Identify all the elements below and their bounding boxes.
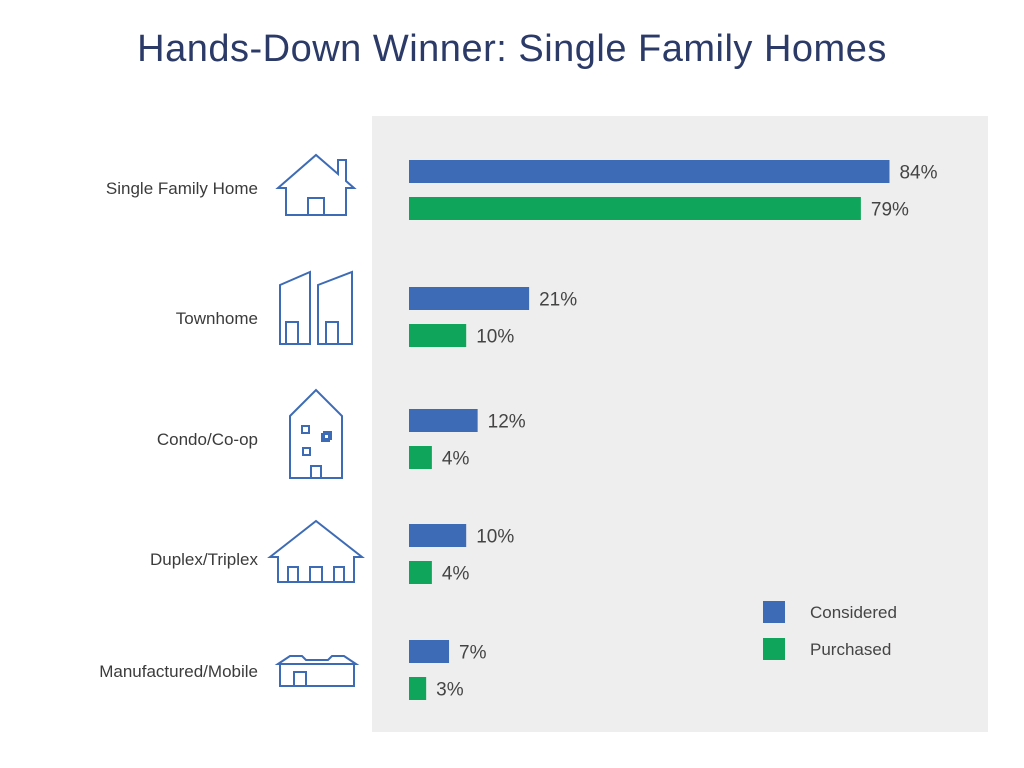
legend-label-considered: Considered <box>810 603 897 622</box>
value-label: 84% <box>899 163 937 184</box>
townhome-icon-outline <box>279 270 353 345</box>
condo-building-icon <box>289 388 343 479</box>
bar-purchased-2 <box>409 446 432 469</box>
bar-considered-4 <box>409 640 450 663</box>
legend-swatch-considered <box>763 601 785 623</box>
category-label: Duplex/Triplex <box>150 550 259 569</box>
bar-purchased-0 <box>409 197 861 220</box>
value-label: 79% <box>871 200 909 221</box>
value-label: 4% <box>442 449 470 470</box>
category-label: Manufactured/Mobile <box>99 662 258 681</box>
bar-purchased-1 <box>409 324 467 347</box>
single-family-house-icon <box>275 153 357 216</box>
bar-purchased-4 <box>409 677 427 700</box>
category-label: Single Family Home <box>106 179 258 198</box>
bar-considered-2 <box>409 409 478 432</box>
mobile-home-icon <box>274 655 360 687</box>
chart-title: Hands-Down Winner: Single Family Homes <box>137 28 887 70</box>
legend-swatch-purchased <box>763 638 785 660</box>
condo-building-icon-outline <box>289 388 343 479</box>
value-label: 4% <box>442 564 470 585</box>
legend-label-purchased: Purchased <box>810 640 891 659</box>
category-label: Townhome <box>176 309 258 328</box>
bar-considered-0 <box>409 160 890 183</box>
bar-purchased-3 <box>409 561 432 584</box>
mobile-home-icon-outline <box>274 655 360 687</box>
value-label: 10% <box>476 527 514 548</box>
single-family-house-icon-outline <box>275 153 357 216</box>
duplex-house-icon-outline <box>267 519 365 583</box>
category-label: Condo/Co-op <box>157 430 258 449</box>
value-label: 12% <box>488 412 526 433</box>
value-label: 21% <box>539 290 577 311</box>
value-label: 10% <box>476 327 514 348</box>
bar-considered-3 <box>409 524 467 547</box>
townhome-icon <box>279 270 353 345</box>
value-label: 7% <box>459 643 487 664</box>
value-label: 3% <box>436 680 464 701</box>
bar-considered-1 <box>409 287 530 310</box>
duplex-house-icon <box>267 519 365 583</box>
